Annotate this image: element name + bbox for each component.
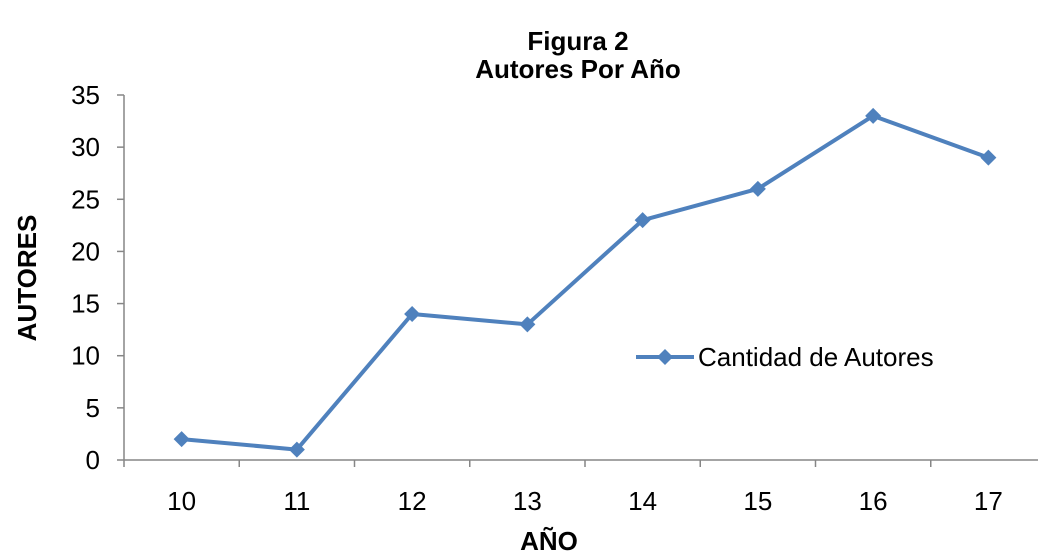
legend-label: Cantidad de Autores — [698, 342, 934, 372]
y-tick-label: 35 — [71, 80, 100, 110]
y-tick-label: 20 — [71, 236, 100, 266]
legend: Cantidad de Autores — [636, 342, 934, 372]
data-point — [288, 441, 305, 458]
x-tick-label: 16 — [859, 486, 888, 516]
y-tick-label: 0 — [86, 445, 100, 475]
chart-title: Figura 2 — [527, 26, 628, 56]
y-ticks: 0 5 10 15 20 25 30 35 — [71, 80, 124, 475]
data-point — [980, 149, 997, 166]
x-tick-label: 12 — [398, 486, 427, 516]
x-tick-label: 11 — [283, 486, 310, 516]
x-axis-title: AÑO — [520, 526, 578, 555]
y-tick-label: 5 — [86, 393, 100, 423]
data-point — [519, 316, 536, 333]
x-tick-label: 15 — [743, 486, 772, 516]
y-tick-label: 25 — [71, 184, 100, 214]
y-axis-title: AUTORES — [12, 215, 42, 342]
series-line — [181, 113, 990, 452]
y-tick-label: 15 — [71, 289, 100, 319]
data-point — [173, 431, 190, 448]
chart-subtitle: Autores Por Año — [475, 54, 681, 84]
data-point — [865, 107, 882, 124]
y-tick-label: 30 — [71, 132, 100, 162]
x-tick-label: 14 — [628, 486, 657, 516]
series-layer — [173, 107, 997, 458]
data-point — [634, 212, 651, 229]
x-tick-label: 10 — [167, 486, 196, 516]
legend-marker — [657, 349, 673, 365]
y-tick-label: 10 — [71, 341, 100, 371]
x-tick-label: 13 — [513, 486, 542, 516]
x-ticks: 10 11 12 13 14 15 16 17 — [123, 460, 1003, 516]
data-point — [404, 306, 421, 322]
x-tick-label: 17 — [974, 486, 1003, 516]
data-point — [749, 180, 766, 197]
